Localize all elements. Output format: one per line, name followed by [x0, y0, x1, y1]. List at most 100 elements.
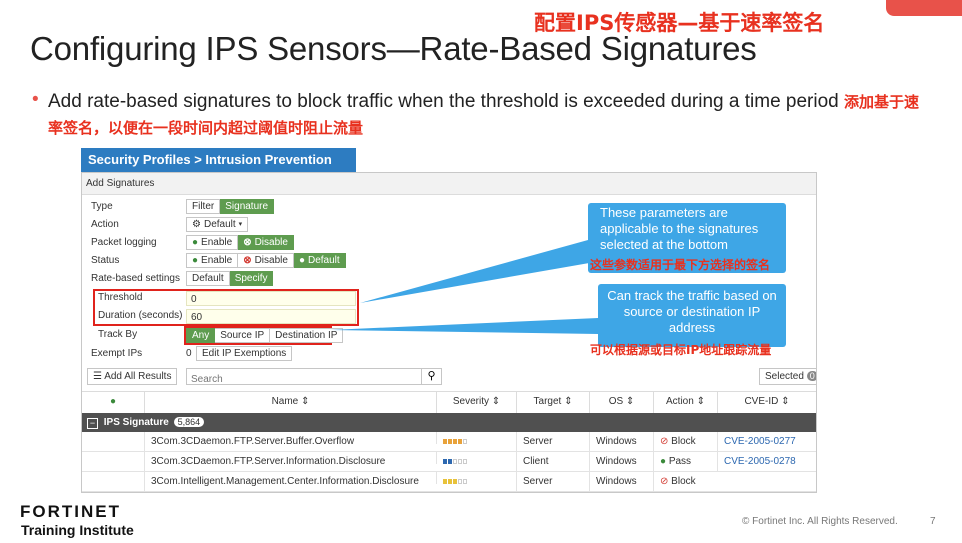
- add-all-results-label: Add All Results: [104, 371, 172, 382]
- gear-icon: ⚙: [192, 219, 201, 230]
- threshold-input[interactable]: 0: [186, 291, 356, 306]
- track-by-source-ip[interactable]: Source IP: [215, 328, 271, 343]
- signature-action-label: Block: [671, 436, 696, 447]
- rate-based-specify[interactable]: Specify: [229, 271, 274, 286]
- column-name[interactable]: Name ⇕: [144, 391, 436, 413]
- column-os-label: OS: [608, 396, 624, 407]
- severity-bar: [453, 459, 457, 464]
- column-cve[interactable]: CVE-ID ⇕: [717, 391, 816, 413]
- column-target-label: Target: [533, 396, 562, 407]
- track-by-any[interactable]: Any: [186, 328, 216, 343]
- signature-name: 3Com.Intelligent.Management.Center.Infor…: [144, 472, 436, 492]
- status-default[interactable]: ● Default: [293, 253, 346, 268]
- severity-bar: [458, 479, 462, 484]
- sort-icon: ⇕: [301, 396, 310, 407]
- type-toggle: Filter Signature: [186, 199, 275, 214]
- panel-header: Add Signatures: [82, 173, 816, 195]
- breadcrumb-tab: Security Profiles > Intrusion Prevention: [81, 148, 356, 172]
- table-row[interactable]: 3Com.Intelligent.Management.Center.Infor…: [82, 472, 816, 492]
- severity-bar: [443, 479, 447, 484]
- packet-logging-enable[interactable]: ● Enable: [186, 235, 239, 250]
- search-icon[interactable]: ⚲: [422, 368, 442, 385]
- selected-label: Selected: [765, 371, 804, 382]
- callout-track-cn: 可以根据源或目标IP地址跟踪流量: [590, 343, 772, 357]
- edit-ip-exemptions-button[interactable]: Edit IP Exemptions: [196, 346, 293, 361]
- sort-icon: ⇕: [696, 396, 705, 407]
- chinese-title: 配置IPS传感器—基于速率签名: [534, 11, 825, 35]
- signature-action: ● Pass: [653, 452, 717, 472]
- type-signature-option[interactable]: Signature: [220, 199, 275, 214]
- action-label: Action: [91, 219, 119, 230]
- signature-name: 3Com.3CDaemon.FTP.Server.Information.Dis…: [144, 452, 436, 472]
- table-header: [82, 391, 816, 415]
- signature-cve[interactable]: CVE-2005-0278: [717, 452, 816, 472]
- bullet-dot: •: [32, 89, 39, 110]
- signature-name: 3Com.3CDaemon.FTP.Server.Buffer.Overflow: [144, 432, 436, 452]
- status-enable[interactable]: ● Enable: [186, 253, 239, 268]
- page-title: Configuring IPS Sensors—Rate-Based Signa…: [30, 30, 757, 67]
- page-number: 7: [930, 516, 936, 527]
- status-label: Status: [91, 255, 120, 266]
- column-cve-label: CVE-ID: [744, 396, 779, 407]
- status-disable-label: Disable: [254, 255, 288, 266]
- exempt-ips-label: Exempt IPs: [91, 348, 143, 359]
- rate-based-default[interactable]: Default: [186, 271, 230, 286]
- track-by-toggle: Any Source IP Destination IP: [186, 328, 344, 343]
- status-toggle: ● Enable ⊗ Disable ● Default: [186, 253, 346, 268]
- type-label: Type: [91, 201, 113, 212]
- severity-bar: [453, 479, 457, 484]
- action-dropdown[interactable]: ⚙ Default ▾: [186, 217, 249, 232]
- collapse-icon[interactable]: −: [87, 418, 98, 429]
- bullet-text-cn: 添加基于速率签名，以便在一段时间内超过阈值时阻止流量: [48, 93, 920, 137]
- column-target[interactable]: Target ⇕: [516, 391, 589, 413]
- severity-bar: [448, 439, 452, 444]
- sort-icon: ⇕: [564, 396, 573, 407]
- bullet-text-en: Add rate-based signatures to block traff…: [48, 91, 839, 112]
- callout-track: Can track the traffic based on source or…: [598, 284, 786, 347]
- column-os[interactable]: OS ⇕: [589, 391, 653, 413]
- group-label: IPS Signature: [103, 417, 169, 428]
- status-default-label: Default: [307, 255, 340, 266]
- check-circle-icon: ●: [298, 255, 305, 266]
- signature-action-label: Pass: [668, 456, 692, 467]
- table-row[interactable]: 3Com.3CDaemon.FTP.Server.Buffer.Overflow…: [82, 432, 816, 452]
- table-row[interactable]: 3Com.3CDaemon.FTP.Server.Information.Dis…: [82, 452, 816, 472]
- severity-bar: [443, 459, 447, 464]
- select-all-check-icon[interactable]: ●: [109, 396, 117, 407]
- severity-indicator: [436, 472, 516, 484]
- severity-indicator: [436, 432, 516, 444]
- search-input[interactable]: [187, 372, 400, 387]
- selected-count-badge: 0: [806, 371, 816, 381]
- track-by-destination-ip[interactable]: Destination IP: [270, 328, 344, 343]
- signature-action: ⊘ Block: [653, 472, 717, 492]
- sort-icon: ⇕: [491, 396, 501, 407]
- block-icon: ⊘: [660, 476, 672, 487]
- duration-input[interactable]: 60: [186, 309, 356, 324]
- callout-parameters-cn: 这些参数适用于最下方选择的签名: [590, 258, 771, 272]
- x-circle-icon: ⊗: [243, 237, 252, 248]
- type-filter-option[interactable]: Filter: [186, 199, 221, 214]
- signature-target: Server: [516, 472, 589, 492]
- column-action-label: Action: [666, 396, 694, 407]
- ips-signature-group-row[interactable]: − IPS Signature 5,864: [82, 413, 816, 432]
- search-box: [186, 368, 422, 387]
- column-severity[interactable]: Severity ⇕: [436, 391, 516, 413]
- severity-bar: [448, 479, 452, 484]
- threshold-duration-highlight: [93, 289, 359, 326]
- column-name-label: Name: [271, 396, 299, 407]
- signature-cve[interactable]: CVE-2005-0277: [717, 432, 816, 452]
- group-count-badge: 5,864: [173, 417, 205, 427]
- severity-indicator: [436, 452, 516, 464]
- add-all-results-button[interactable]: ☰ Add All Results: [87, 368, 178, 385]
- signature-action: ⊘ Block: [653, 432, 717, 452]
- selected-button[interactable]: Selected 0: [759, 368, 816, 385]
- signature-target: Client: [516, 452, 589, 472]
- check-circle-icon: ●: [660, 456, 669, 467]
- status-enable-label: Enable: [201, 255, 233, 266]
- track-by-label: Track By: [98, 329, 138, 340]
- column-action[interactable]: Action ⇕: [653, 391, 717, 413]
- packet-logging-disable[interactable]: ⊗ Disable: [238, 235, 294, 250]
- status-disable[interactable]: ⊗ Disable: [238, 253, 294, 268]
- sort-icon: ⇕: [781, 396, 790, 407]
